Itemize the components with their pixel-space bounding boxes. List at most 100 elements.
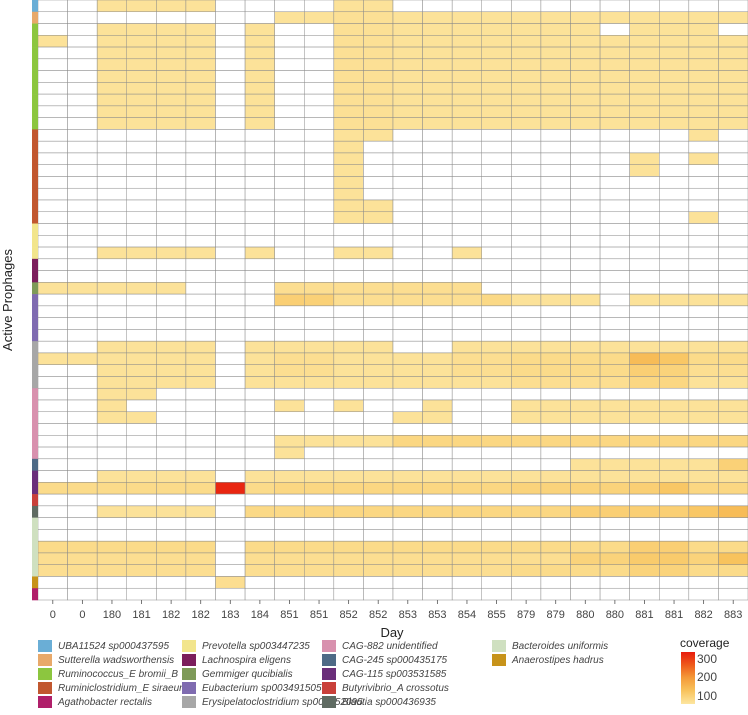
heatmap-cell [274, 317, 305, 330]
heatmap-cell [215, 58, 246, 71]
heatmap-cell [392, 399, 423, 413]
heatmap-cell [511, 58, 542, 71]
heatmap-cell [363, 376, 394, 389]
heatmap-cell [599, 423, 630, 436]
heatmap-cell [718, 552, 748, 565]
heatmap-cell [37, 446, 68, 460]
heatmap-cell [659, 258, 690, 271]
heatmap-cell [244, 117, 275, 130]
heatmap-cell [363, 340, 394, 354]
heatmap-cell [126, 387, 157, 401]
heatmap-cell [392, 470, 423, 483]
heatmap-cell [718, 211, 748, 224]
heatmap-cell [156, 23, 187, 36]
x-tick-label: 880 [606, 609, 624, 621]
heatmap-cell [96, 70, 127, 83]
heatmap-cell [570, 317, 601, 330]
heatmap-cell [215, 93, 246, 107]
heatmap-cell [333, 517, 364, 530]
heatmap-cell [659, 458, 690, 471]
heatmap-cell [215, 35, 246, 48]
heatmap-cell [451, 529, 482, 542]
heatmap-cell [422, 58, 453, 71]
heatmap-cell [185, 470, 216, 483]
heatmap-cell [274, 187, 305, 201]
heatmap-cell [96, 164, 127, 177]
heatmap-cell [392, 446, 423, 460]
heatmap-cell [67, 564, 98, 577]
heatmap-cell [481, 164, 512, 177]
heatmap-cell [422, 529, 453, 542]
heatmap-cell [718, 529, 748, 542]
legend-swatch [182, 682, 196, 694]
heatmap-cell [333, 423, 364, 436]
heatmap-cell [718, 540, 748, 554]
heatmap-cell [570, 517, 601, 530]
heatmap-cell [422, 458, 453, 471]
heatmap-cell [304, 223, 335, 236]
heatmap-cell [422, 211, 453, 224]
heatmap-cell [688, 199, 719, 213]
heatmap-cell [540, 211, 571, 224]
heatmap-cell [244, 58, 275, 71]
taxa-bar-segment [32, 341, 38, 354]
heatmap-cell [67, 0, 98, 13]
heatmap-cell [392, 540, 423, 554]
heatmap-cell [37, 540, 68, 554]
heatmap-cell [274, 505, 305, 518]
heatmap-cell [511, 505, 542, 518]
heatmap-cell [156, 258, 187, 271]
heatmap-cell [185, 552, 216, 565]
heatmap-cell [126, 246, 157, 260]
heatmap-cell [422, 282, 453, 295]
heatmap-cell [215, 576, 246, 589]
heatmap-cell [215, 399, 246, 413]
heatmap-cell [451, 482, 482, 495]
heatmap-cell [392, 58, 423, 71]
heatmap-cell [540, 529, 571, 542]
legend-label: Lachnospira eligens [202, 654, 291, 666]
heatmap-cell [540, 258, 571, 271]
heatmap-cell [274, 140, 305, 154]
heatmap-cell [333, 23, 364, 36]
legend-swatch [182, 696, 196, 708]
heatmap-cell [392, 246, 423, 260]
heatmap-cell [718, 564, 748, 577]
heatmap-cell [37, 329, 68, 342]
heatmap-cell [67, 317, 98, 330]
legend-label: Bacteroides uniformis [512, 640, 609, 652]
heatmap-cell [718, 23, 748, 36]
heatmap-cell [37, 552, 68, 565]
taxa-bar-segment [32, 282, 38, 295]
heatmap-cell [363, 199, 394, 213]
heatmap-cell [570, 35, 601, 48]
heatmap-cell [156, 46, 187, 60]
heatmap-cell [274, 70, 305, 83]
heatmap-cell [215, 82, 246, 95]
heatmap-cell [392, 129, 423, 142]
heatmap-cell [451, 82, 482, 95]
heatmap-cell [156, 58, 187, 71]
heatmap-cell [67, 576, 98, 589]
heatmap-cell [37, 340, 68, 354]
heatmap-cell [511, 376, 542, 389]
heatmap-cell [481, 246, 512, 260]
legend-item: UBA11524 sp000437595 [38, 640, 169, 652]
heatmap-cell [126, 352, 157, 365]
heatmap-cell [659, 140, 690, 154]
heatmap-cell [422, 517, 453, 530]
heatmap-cell [333, 140, 364, 154]
heatmap-cell [511, 23, 542, 36]
heatmap-cell [718, 223, 748, 236]
heatmap-cell [422, 187, 453, 201]
heatmap-cell [274, 587, 305, 601]
heatmap-cell [629, 117, 660, 130]
heatmap-cell [570, 23, 601, 36]
heatmap-cell [451, 305, 482, 318]
heatmap-cell [244, 105, 275, 118]
heatmap-cell [511, 129, 542, 142]
heatmap-cell [422, 564, 453, 577]
heatmap-cell [422, 552, 453, 565]
heatmap-cell [570, 152, 601, 165]
taxa-bar-segment [32, 176, 38, 189]
